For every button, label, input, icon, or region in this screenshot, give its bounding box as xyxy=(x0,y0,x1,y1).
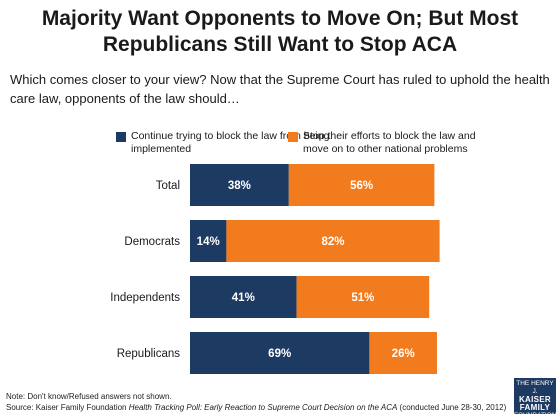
data-label-move-on-independents: 51% xyxy=(351,292,374,304)
data-label-block-republicans: 69% xyxy=(268,348,291,360)
data-label-block-democrats: 14% xyxy=(197,236,220,248)
bar-block-total xyxy=(190,164,289,206)
note-text: Note: Don't know/Refused answers not sho… xyxy=(6,392,172,401)
bar-move-on-republicans xyxy=(369,332,437,374)
bar-block-independents xyxy=(190,276,297,318)
data-label-move-on-democrats: 82% xyxy=(321,236,344,248)
bar-block-democrats xyxy=(190,220,227,262)
category-label-democrats: Democrats xyxy=(124,236,180,248)
title-line-1: Majority Want Opponents to Move On; But … xyxy=(41,7,519,30)
data-label-move-on-republicans: 26% xyxy=(392,348,415,360)
kff-logo: THE HENRY J. KAISER FAMILY FOUNDATION xyxy=(514,378,557,419)
legend-swatch-block xyxy=(116,132,126,142)
category-label-republicans: Republicans xyxy=(117,348,181,360)
data-label-move-on-total: 56% xyxy=(350,180,373,192)
data-label-block-independents: 41% xyxy=(232,292,255,304)
title-line-2: Republicans Still Want to Stop ACA xyxy=(102,33,458,56)
chart-title: Majority Want Opponents to Move On; But … xyxy=(0,6,560,58)
bar-block-republicans xyxy=(190,332,370,374)
footnote: Note: Don't know/Refused answers not sho… xyxy=(6,391,506,413)
bar-move-on-independents xyxy=(296,276,430,318)
category-label-independents: Independents xyxy=(110,292,180,304)
legend-swatch-move-on xyxy=(288,132,298,142)
bar-move-on-total xyxy=(288,164,435,206)
data-label-block-total: 38% xyxy=(228,180,251,192)
source-text: Source: Kaiser Family Foundation Health … xyxy=(6,403,507,412)
category-label-total: Total xyxy=(156,180,180,192)
legend-label-block: Continue trying to block the law from be… xyxy=(131,130,330,155)
legend-label-move-on: Stop their efforts to block the law and … xyxy=(303,130,476,155)
bar-move-on-democrats xyxy=(226,220,440,262)
question-text: Which comes closer to your view? Now tha… xyxy=(10,72,550,106)
